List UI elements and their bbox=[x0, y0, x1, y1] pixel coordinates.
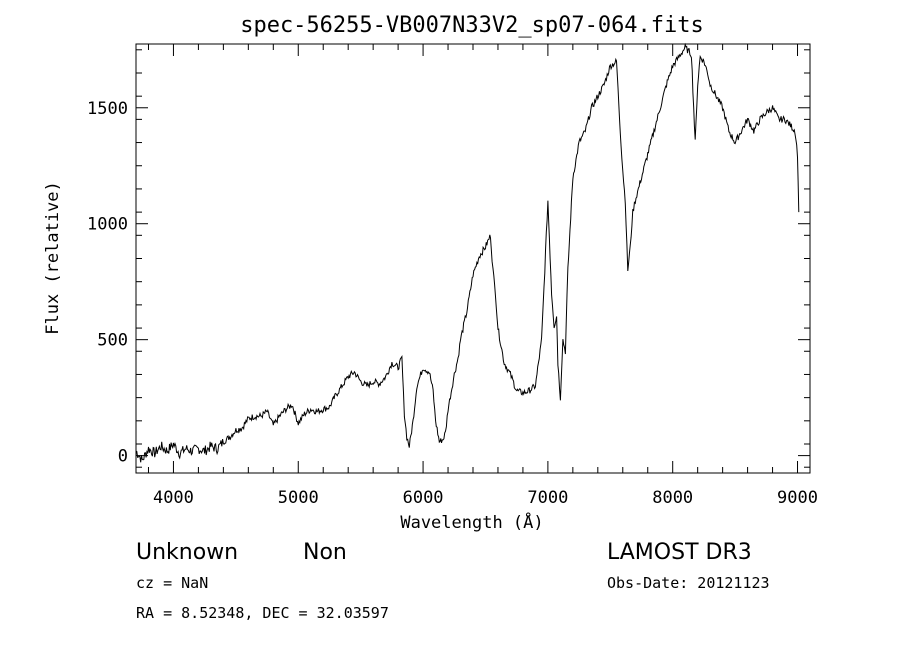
subclass-label: Non bbox=[303, 540, 347, 565]
y-tick-label: 1500 bbox=[87, 99, 128, 119]
obs-date-label: Obs-Date: 20121123 bbox=[607, 574, 770, 592]
x-axis-ticks: 4000 5000 6000 7000 8000 9000 bbox=[147, 44, 818, 508]
chart-title: spec-56255-VB007N33V2_sp07-064.fits bbox=[240, 13, 704, 38]
x-tick-label: 9000 bbox=[777, 488, 818, 508]
y-axis-ticks: 0 500 1000 1500 bbox=[87, 49, 810, 468]
y-tick-label: 0 bbox=[118, 447, 128, 467]
y-tick-label: 1000 bbox=[87, 215, 128, 235]
x-tick-label: 5000 bbox=[278, 488, 319, 508]
x-tick-label: 6000 bbox=[403, 488, 444, 508]
spectrum-line bbox=[135, 42, 800, 463]
survey-label: LAMOST DR3 bbox=[607, 540, 752, 565]
x-axis-label: Wavelength (Å) bbox=[400, 511, 543, 533]
y-axis-label: Flux (relative) bbox=[43, 181, 63, 335]
plot-frame bbox=[135, 43, 811, 474]
redshift-label: cz = NaN bbox=[136, 574, 208, 592]
coordinates-label: RA = 8.52348, DEC = 32.03597 bbox=[136, 604, 389, 622]
object-class-label: Unknown bbox=[136, 540, 238, 565]
x-tick-label: 7000 bbox=[527, 488, 568, 508]
x-tick-label: 8000 bbox=[652, 488, 693, 508]
y-tick-label: 500 bbox=[97, 331, 128, 351]
x-tick-label: 4000 bbox=[153, 488, 194, 508]
